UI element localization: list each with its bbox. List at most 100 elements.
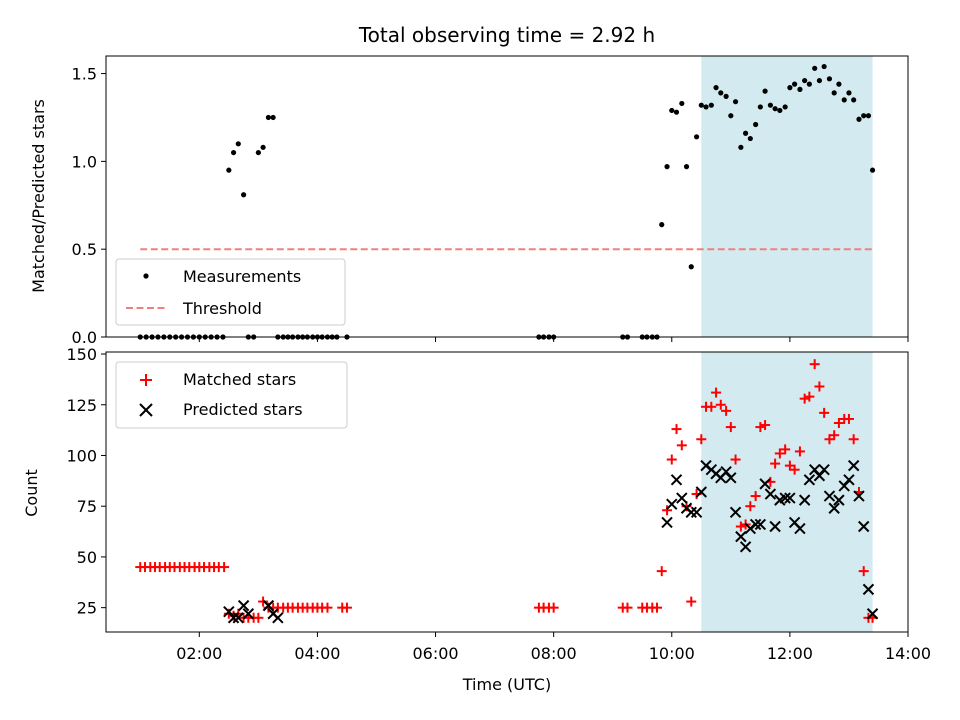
measurement-point bbox=[816, 77, 823, 84]
matched-star-point bbox=[814, 381, 825, 392]
predicted-star-point bbox=[661, 516, 673, 529]
predicted-star-point bbox=[227, 612, 240, 624]
bottom-xtick-label: 04:00 bbox=[294, 644, 340, 663]
measurement-point bbox=[831, 90, 837, 96]
matched-star-point bbox=[622, 602, 633, 613]
measurement-point bbox=[836, 81, 842, 87]
measurement-point bbox=[865, 113, 872, 119]
legend-predicted-label: Predicted stars bbox=[183, 400, 303, 419]
predicted-star-point bbox=[242, 608, 255, 620]
matched-star-point bbox=[780, 444, 791, 455]
matched-star-point bbox=[671, 424, 682, 435]
predicted-star-point bbox=[754, 518, 767, 531]
legend-measurements-label: Measurements bbox=[183, 267, 301, 286]
measurement-point bbox=[230, 149, 237, 156]
matched-star-point bbox=[652, 602, 663, 613]
measurement-point bbox=[797, 86, 803, 92]
predicted-star-point bbox=[729, 506, 742, 518]
predicted-star-point bbox=[676, 492, 688, 504]
measurement-point bbox=[851, 97, 857, 103]
bottom-ytick-label: 100 bbox=[66, 446, 97, 465]
top-axes-frame bbox=[105, 55, 909, 338]
predicted-star-point bbox=[857, 520, 870, 533]
bottom-ytick-label: 50 bbox=[77, 548, 97, 567]
measurement-point bbox=[767, 102, 773, 108]
legend-measurements-marker bbox=[143, 273, 149, 279]
measurement-point bbox=[683, 164, 690, 170]
bottom-legend: Matched stars Predicted stars bbox=[115, 361, 348, 429]
measurement-point bbox=[802, 77, 808, 84]
matched-star-point bbox=[686, 596, 697, 607]
measurement-point bbox=[703, 104, 709, 110]
matched-star-point bbox=[745, 501, 756, 512]
predicted-star-point bbox=[847, 459, 860, 472]
matched-star-point bbox=[799, 393, 810, 404]
predicted-star-point bbox=[725, 472, 737, 484]
top-panel: 0.0 0.5 1.0 1.5 Matched/Predicted stars Mea… bbox=[29, 55, 909, 347]
matched-star-point bbox=[770, 458, 781, 469]
bottom-ytick-label: 125 bbox=[66, 396, 97, 415]
bottom-legend-box bbox=[115, 361, 348, 429]
top-legend: Measurements Threshold bbox=[115, 258, 346, 326]
measurement-point bbox=[856, 116, 862, 122]
predicted-star-point bbox=[666, 498, 678, 510]
top-ytick-label: 0.5 bbox=[72, 240, 97, 259]
predicted-star-point bbox=[823, 490, 836, 502]
predicted-star-point bbox=[828, 502, 840, 514]
predicted-star-point bbox=[769, 520, 781, 533]
matched-star-point bbox=[696, 434, 707, 445]
predicted-star-point bbox=[272, 612, 284, 624]
legend-predicted-marker bbox=[139, 403, 153, 417]
measurement-point bbox=[846, 90, 852, 96]
measurement-point bbox=[265, 114, 272, 121]
bottom-ytick-label: 75 bbox=[77, 497, 97, 516]
matched-star-point bbox=[219, 562, 230, 573]
matched-star-point bbox=[725, 422, 736, 433]
measurement-point bbox=[869, 167, 876, 173]
matched-star-point bbox=[735, 521, 746, 532]
predicted-star-point bbox=[779, 492, 791, 504]
matched-star-point bbox=[730, 454, 741, 465]
matched-star-point bbox=[721, 405, 732, 416]
matched-star-point bbox=[755, 422, 766, 433]
measurement-point bbox=[270, 114, 276, 121]
predicted-star-point bbox=[262, 599, 275, 612]
measurement-point bbox=[708, 102, 714, 108]
measurement-point bbox=[841, 97, 847, 103]
measurement-point bbox=[772, 106, 778, 112]
matched-star-point bbox=[750, 491, 761, 502]
matched-star-point bbox=[666, 454, 677, 465]
predicted-star-point bbox=[833, 494, 845, 506]
matched-star-point bbox=[774, 448, 785, 459]
matched-star-point bbox=[706, 401, 717, 412]
legend-matched-label: Matched stars bbox=[183, 370, 296, 389]
measurement-point bbox=[260, 144, 266, 150]
measurement-point bbox=[757, 104, 763, 110]
bottom-xtick-label: 02:00 bbox=[176, 644, 222, 663]
matched-star-point bbox=[848, 434, 859, 445]
predicted-star-point bbox=[670, 474, 683, 486]
matched-star-point bbox=[833, 418, 844, 429]
measurement-point bbox=[664, 164, 670, 170]
top-ytick-label: 0.0 bbox=[72, 328, 97, 347]
measurement-point bbox=[728, 113, 734, 119]
measurement-point bbox=[762, 88, 768, 94]
predicted-star-point bbox=[735, 530, 747, 543]
matched-star-point bbox=[819, 407, 830, 418]
top-y-axis-label: Matched/Predicted stars bbox=[29, 99, 48, 293]
measurement-point bbox=[777, 107, 783, 114]
predicted-star-point bbox=[695, 486, 708, 498]
measurement-point bbox=[738, 144, 744, 150]
bottom-xtick-label: 14:00 bbox=[885, 644, 931, 663]
measurement-point bbox=[713, 85, 719, 91]
predicted-star-point bbox=[237, 599, 250, 612]
matched-star-point bbox=[715, 399, 726, 410]
matched-star-point bbox=[760, 420, 771, 431]
predicted-star-point bbox=[232, 612, 244, 624]
predicted-star-point bbox=[794, 522, 806, 535]
bottom-ytick-label: 150 bbox=[66, 345, 97, 364]
top-observing-window bbox=[701, 56, 873, 337]
matched-star-point bbox=[858, 566, 869, 577]
predicted-star-point bbox=[798, 494, 811, 506]
measurement-point bbox=[732, 99, 739, 105]
